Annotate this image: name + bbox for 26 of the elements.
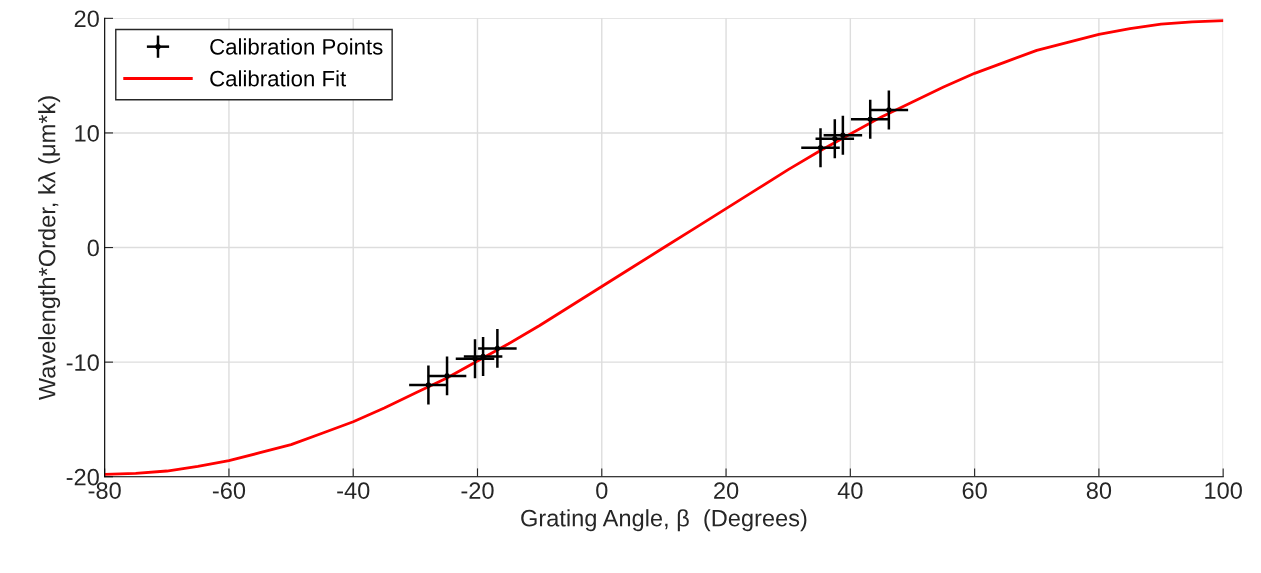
x-tick-label: 20 [714,482,739,499]
x-tick-label: 0 [596,482,608,499]
legend-label: Calibration Fit [210,70,347,87]
line-series [104,19,1224,476]
point [886,107,892,113]
x-tick-label: 40 [837,482,863,499]
y-tick-label: 0 [87,239,99,257]
y-tick-label: 10 [75,125,99,142]
x-tick-label: -60 [212,482,246,499]
x-tick-label: 60 [962,482,987,499]
point [444,373,450,379]
legend-label: Calibration Points [210,38,383,55]
y-tick-label: -10 [66,354,99,371]
x-tick-label: -40 [337,482,370,499]
x-tick-label: 100 [1205,482,1242,499]
y-axis-title: Wavelength*Order, kλ (μm*k) [38,96,61,401]
x-tick-label: -20 [461,482,494,499]
point [425,382,432,388]
x-axis-title: Grating Angle, β (Degrees) [521,509,807,532]
point [817,145,824,151]
point [867,116,873,122]
point [832,135,838,142]
point [840,132,846,139]
x-tick-label: 80 [1086,482,1112,499]
point [494,345,501,352]
y-tick-label: 20 [74,10,99,28]
